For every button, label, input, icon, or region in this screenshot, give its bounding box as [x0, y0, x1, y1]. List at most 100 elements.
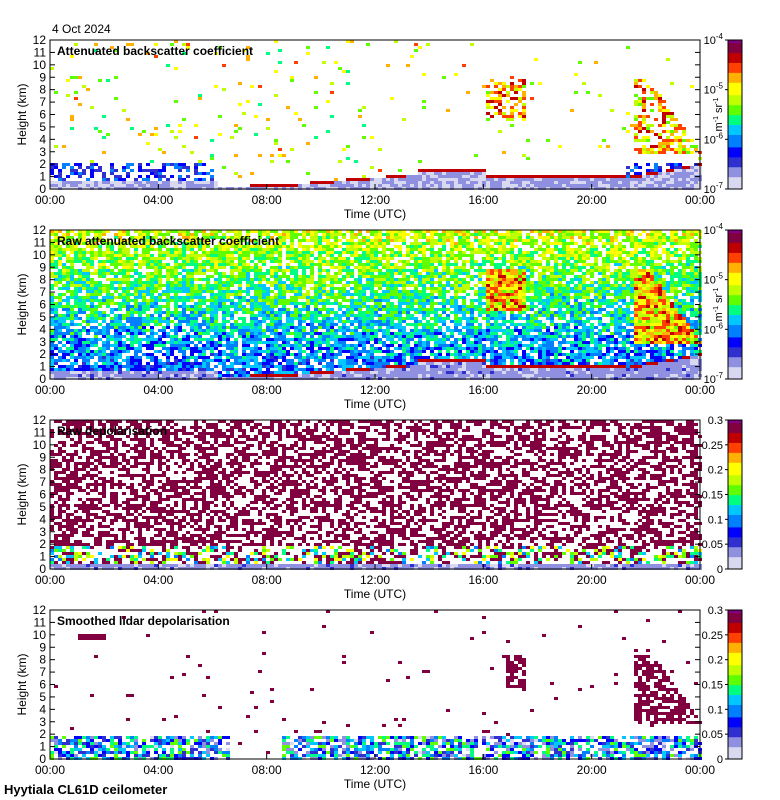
colorbar-segment — [728, 104, 742, 108]
colorbar-frame — [727, 39, 743, 190]
colorbar-segment — [728, 556, 742, 560]
colorbar-segment — [728, 64, 742, 68]
panel-4: Smoothed lidar depolarisation01234567891… — [15, 603, 743, 791]
colorbar-tick-label: 10-5 — [704, 82, 724, 97]
colorbar-segment — [728, 109, 742, 113]
colorbar-segment — [728, 289, 742, 293]
colorbar-segment — [728, 739, 742, 743]
colorbar-segment — [728, 514, 742, 518]
colorbar-segment — [728, 639, 742, 643]
colorbar-segment — [728, 344, 742, 348]
unit-exponent: -1 — [713, 306, 720, 312]
colorbar-segment — [728, 244, 742, 248]
colorbar-segment — [728, 57, 742, 61]
colorbar-segment — [728, 62, 742, 66]
colorbar-segment — [728, 516, 742, 520]
y-tick-label: 4 — [39, 322, 46, 336]
colorbar-segment — [728, 524, 742, 528]
colorbar-segment — [728, 566, 742, 570]
colorbar-segment — [728, 166, 742, 170]
colorbar-segment — [728, 632, 742, 636]
unit-exponent: -1 — [713, 116, 720, 122]
colorbar-segment — [728, 366, 742, 370]
y-tick-label: 12 — [33, 33, 47, 47]
colorbar-segment — [728, 642, 742, 646]
colorbar-tick-label: 0.3 — [708, 605, 723, 617]
colorbar-segment — [728, 709, 742, 713]
colorbar-segment — [728, 756, 742, 760]
y-tick-label: 9 — [39, 640, 46, 654]
y-tick-label: 2 — [39, 727, 46, 741]
y-tick-label: 1 — [39, 170, 46, 184]
colorbar-segment — [728, 326, 742, 330]
colorbar-segment — [728, 619, 742, 624]
colorbar-segment — [728, 169, 742, 173]
colorbar-segment — [728, 444, 742, 448]
colorbar-segment — [728, 549, 742, 553]
colorbar-segment — [728, 87, 742, 91]
colorbar-segment — [728, 171, 742, 175]
y-tick-label: 6 — [39, 108, 46, 122]
colorbar-segment — [728, 652, 742, 656]
x-tick-label: 20:00 — [577, 193, 607, 207]
colorbar-segment — [728, 504, 742, 508]
x-tick-label: 00:00 — [35, 573, 65, 587]
colorbar-segment — [728, 97, 742, 101]
colorbar-tick-exponent: -4 — [716, 222, 724, 231]
x-tick-label: 12:00 — [360, 763, 390, 777]
x-tick-label: 20:00 — [577, 383, 607, 397]
colorbar-segment — [728, 230, 742, 234]
colorbar-segment — [728, 89, 742, 93]
colorbar-segment — [728, 334, 742, 338]
colorbar-segment — [728, 489, 742, 493]
colorbar-segment — [728, 351, 742, 355]
colorbar: 0 0.05 0.1 0.15 0.2 0.25 0.3 — [702, 605, 743, 766]
colorbar-segment — [728, 129, 742, 133]
colorbar-segment — [728, 664, 742, 668]
colorbar-tick-exponent: -4 — [716, 32, 724, 41]
colorbar-segment — [728, 649, 742, 653]
y-tick-label: 4 — [39, 132, 46, 146]
colorbar-segment — [728, 112, 742, 116]
colorbar-segment — [728, 617, 742, 621]
y-tick-label: 11 — [34, 235, 47, 249]
colorbar-tick-label: 10-7 — [704, 371, 724, 386]
colorbar-segment — [728, 464, 742, 468]
y-tick-label: 11 — [34, 45, 47, 59]
colorbar-segment — [728, 612, 742, 616]
colorbar-segment — [728, 82, 742, 86]
y-tick-label: 11 — [34, 425, 47, 439]
colorbar-segment — [728, 751, 742, 755]
colorbar-segment — [728, 324, 742, 328]
colorbar-segment — [728, 457, 742, 461]
panel-title: Raw attenuated backscatter coefficient — [57, 234, 279, 248]
colorbar-segment — [728, 151, 742, 155]
x-tick-label: 12:00 — [360, 383, 390, 397]
colorbar: 10-710-610-510-4m-1 sr-1 — [704, 32, 743, 196]
colorbar-segment — [728, 331, 742, 335]
colorbar-segment — [728, 536, 742, 540]
x-tick-label: 20:00 — [577, 573, 607, 587]
x-axis-label: Time (UTC) — [344, 587, 406, 601]
y-tick-label: 1 — [39, 550, 46, 564]
colorbar-segment — [728, 371, 742, 375]
y-tick-label: 10 — [33, 248, 47, 262]
colorbar-segment — [728, 434, 742, 438]
colorbar-segment — [728, 102, 742, 106]
colorbar-tick-label: 10-4 — [704, 32, 724, 47]
y-axis-label: Height (km) — [15, 463, 29, 525]
colorbar-segment — [728, 654, 742, 658]
colorbar-segment — [728, 274, 742, 278]
x-axis-label: Time (UTC) — [344, 207, 406, 221]
y-tick-label: 12 — [33, 413, 47, 427]
colorbar-tick-label: 0.3 — [708, 415, 723, 427]
colorbar-segment — [728, 249, 742, 253]
colorbar-segment — [728, 262, 742, 266]
colorbar-segment — [728, 699, 742, 703]
colorbar-segment — [728, 239, 742, 244]
colorbar-segment — [728, 52, 742, 56]
y-tick-label: 6 — [39, 678, 46, 692]
y-tick-label: 10 — [33, 438, 47, 452]
colorbar-segment — [728, 247, 742, 251]
